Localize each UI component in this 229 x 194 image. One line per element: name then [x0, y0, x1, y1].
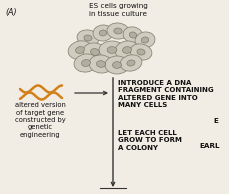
Ellipse shape [68, 41, 92, 59]
Ellipse shape [127, 60, 135, 66]
Text: ES cells growing
in tissue culture: ES cells growing in tissue culture [89, 3, 147, 16]
Ellipse shape [99, 41, 125, 59]
Ellipse shape [76, 47, 85, 54]
Ellipse shape [107, 23, 129, 39]
Ellipse shape [105, 56, 129, 74]
Ellipse shape [130, 44, 152, 60]
Ellipse shape [84, 35, 92, 41]
Text: altered version
of target gene
constructed by
genetic
engineering: altered version of target gene construct… [15, 102, 65, 138]
Ellipse shape [93, 25, 113, 41]
Text: E: E [213, 118, 218, 124]
Text: LET EACH CELL
GROW TO FORM
A COLONY: LET EACH CELL GROW TO FORM A COLONY [118, 130, 182, 151]
Ellipse shape [74, 54, 98, 72]
Ellipse shape [141, 37, 149, 43]
Ellipse shape [77, 30, 99, 46]
Ellipse shape [123, 27, 143, 43]
Ellipse shape [135, 32, 155, 48]
Ellipse shape [82, 60, 90, 66]
Ellipse shape [115, 41, 139, 59]
Ellipse shape [114, 28, 122, 34]
Ellipse shape [123, 47, 131, 53]
Ellipse shape [107, 47, 117, 53]
Ellipse shape [96, 61, 106, 67]
Ellipse shape [90, 48, 99, 55]
Text: (A): (A) [5, 8, 17, 17]
Ellipse shape [129, 32, 137, 38]
Text: INTRODUCE A DNA
FRAGMENT CONTAINING
ALTERED GENE INTO
MANY CELLS: INTRODUCE A DNA FRAGMENT CONTAINING ALTE… [118, 80, 214, 108]
Ellipse shape [112, 62, 122, 68]
Ellipse shape [120, 55, 142, 71]
Text: EARL: EARL [199, 143, 220, 149]
Ellipse shape [99, 30, 107, 36]
Ellipse shape [83, 43, 107, 61]
Ellipse shape [137, 49, 145, 55]
Ellipse shape [89, 55, 113, 73]
